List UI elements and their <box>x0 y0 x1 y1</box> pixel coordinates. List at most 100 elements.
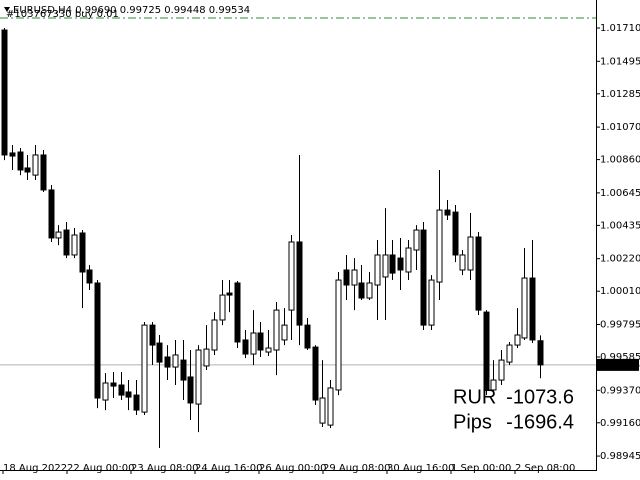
candle-body <box>257 332 264 351</box>
candle-body <box>125 391 132 398</box>
candle-body <box>312 346 319 401</box>
candle-body <box>397 257 404 271</box>
candle-body <box>413 229 420 251</box>
order-label: #103767330 buy 0.01 <box>6 9 119 20</box>
candle-body <box>86 269 93 284</box>
candle-body <box>537 340 544 366</box>
candle-body <box>180 359 187 381</box>
x-tick-label: 2 Sep 08:00 <box>515 463 575 474</box>
candle-body <box>459 254 466 271</box>
candle-body <box>1 29 8 156</box>
candle-body <box>382 254 389 278</box>
x-tick-label: 30 Aug 16:00 <box>387 463 454 474</box>
y-tick-label: 1.01495 <box>600 56 640 67</box>
candle-body <box>242 339 249 355</box>
y-tick-label: 1.01710 <box>600 23 640 34</box>
y-tick-label: 1.00435 <box>600 220 640 231</box>
candle-body <box>211 319 218 351</box>
candle-body <box>335 279 342 391</box>
candle-body <box>420 229 427 326</box>
candle-body <box>195 349 202 405</box>
y-tick-label: 1.00645 <box>600 188 640 199</box>
candle-body <box>351 269 358 286</box>
profit-value: -1073.6 <box>506 386 574 408</box>
candle-body <box>32 154 39 176</box>
y-tick-label: 1.00220 <box>600 254 640 265</box>
candle-body <box>234 282 241 343</box>
candle-body <box>172 354 179 368</box>
candle-body <box>9 152 16 157</box>
x-tick-label: 23 Aug 08:00 <box>131 463 198 474</box>
candle-body <box>24 167 31 173</box>
x-tick-label: 26 Aug 00:00 <box>259 463 326 474</box>
candle-body <box>529 277 536 341</box>
profit-value: -1696.4 <box>506 411 574 433</box>
candle-body <box>343 269 350 286</box>
candle-body <box>490 379 497 391</box>
candle-body <box>219 294 226 321</box>
candle-body <box>71 234 78 256</box>
candle-body <box>156 342 163 363</box>
x-tick-label: 1 Sep 00:00 <box>451 463 511 474</box>
candle-body <box>436 209 443 283</box>
candle-body <box>133 394 140 411</box>
candle-body <box>374 254 381 286</box>
candle-body <box>366 282 373 299</box>
candle-body <box>428 279 435 326</box>
candle-body <box>94 282 101 399</box>
candle-body <box>40 154 47 191</box>
profit-label: Pips <box>453 411 492 433</box>
candle-body <box>444 209 451 216</box>
candle-body <box>521 277 528 339</box>
current-price-box <box>597 358 639 371</box>
profit-label: RUR <box>453 386 496 408</box>
candle-body <box>452 211 459 256</box>
y-tick-label: 1.01070 <box>600 122 640 133</box>
y-tick-label: 0.99160 <box>600 418 640 429</box>
y-tick-label: 0.99585 <box>600 352 640 363</box>
candle-body <box>358 282 365 299</box>
candle-body <box>506 344 513 363</box>
candle-body <box>288 241 295 311</box>
candle-body <box>164 356 171 368</box>
candle-body <box>149 324 156 346</box>
candle-body <box>273 309 280 351</box>
candle-body <box>110 382 117 387</box>
candle-body <box>389 254 396 274</box>
candle-body <box>187 376 194 404</box>
x-tick-label: 29 Aug 08:00 <box>323 463 390 474</box>
y-tick-label: 1.00010 <box>600 286 640 297</box>
x-tick-label: 24 Aug 16:00 <box>195 463 262 474</box>
y-tick-label: 0.99795 <box>600 319 640 330</box>
chart-title: EURUSD,H4 0.99690 0.99725 0.99448 0.9953… <box>13 5 250 16</box>
candle-body <box>514 334 521 346</box>
candle-body <box>250 332 257 355</box>
candle-body <box>319 397 326 424</box>
candle-body <box>483 311 490 391</box>
y-tick-label: 1.01285 <box>600 89 640 100</box>
candle-body <box>48 189 55 239</box>
x-tick-label: 18 Aug 2022 <box>3 463 67 474</box>
candle-body <box>63 229 70 256</box>
candle-body <box>79 232 86 273</box>
x-tick-label: 22 Aug 00:00 <box>67 463 134 474</box>
menu-icon <box>4 7 10 12</box>
candle-body <box>203 348 210 367</box>
candle-body <box>141 324 148 413</box>
candle-body <box>296 241 303 326</box>
candle-body <box>102 382 109 401</box>
candle-body <box>265 347 272 353</box>
current-price-label: 0.99534 <box>599 360 640 371</box>
candle-body <box>475 236 482 311</box>
candle-body <box>327 387 334 426</box>
candle-body <box>304 324 311 349</box>
candle-body <box>281 324 288 341</box>
candle-body <box>498 359 505 381</box>
candle-body <box>55 231 62 239</box>
y-tick-label: 0.98945 <box>600 451 640 462</box>
y-tick-label: 1.00860 <box>600 155 640 166</box>
y-tick-label: 0.99370 <box>600 385 640 396</box>
candle-body <box>467 236 474 271</box>
candle-body <box>17 151 24 171</box>
